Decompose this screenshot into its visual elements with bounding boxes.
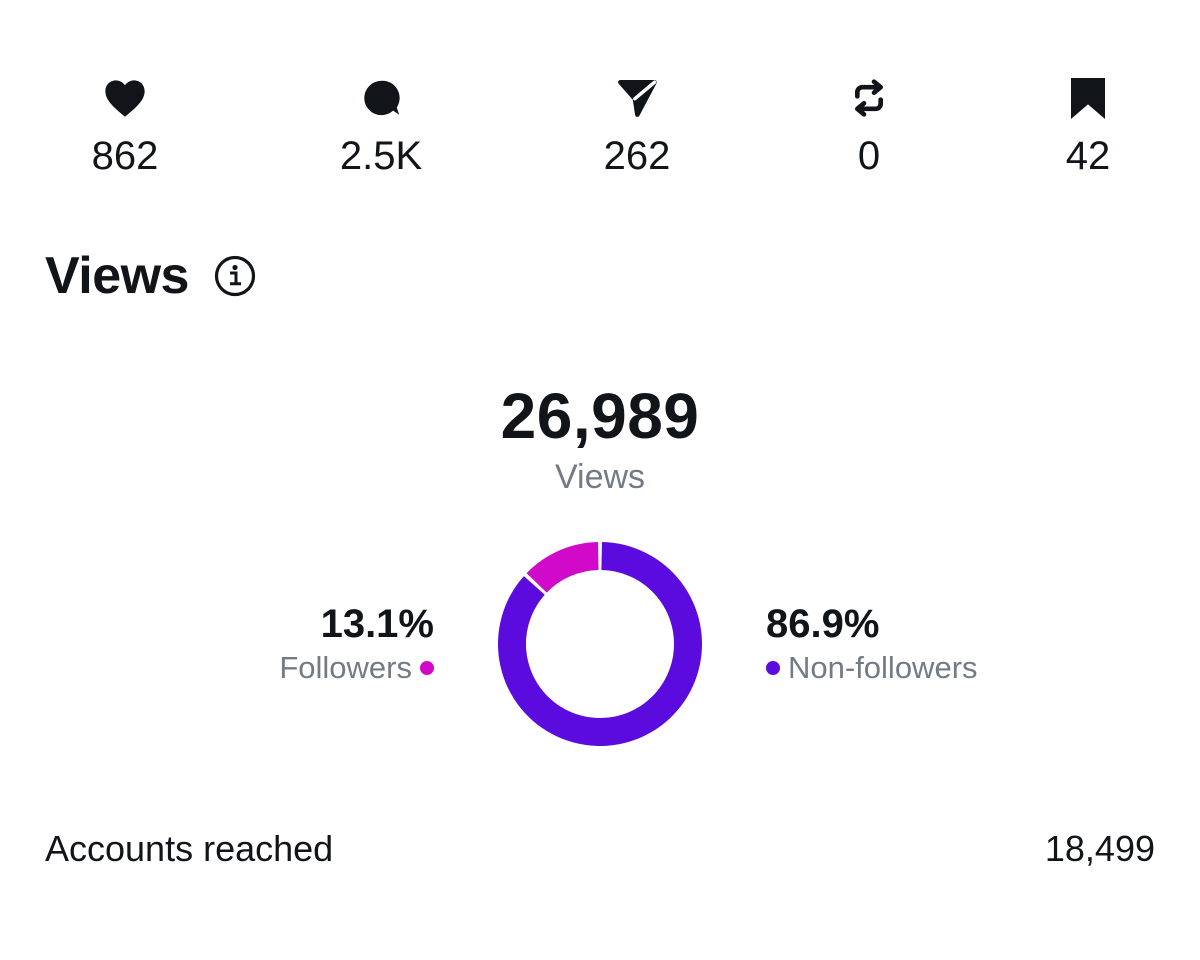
heart-icon	[101, 74, 149, 122]
engagement-stats-row: 862 2.5K 262 0	[0, 0, 1200, 200]
views-donut-chart	[498, 542, 702, 746]
views-section-header: Views	[45, 246, 257, 306]
non-followers-legend: 86.9% Non-followers	[766, 600, 978, 688]
views-total-value: 26,989	[500, 380, 700, 452]
followers-legend: 13.1% Followers	[279, 600, 434, 688]
comments-count: 2.5K	[339, 134, 423, 178]
reposts-stat: 0	[769, 74, 969, 178]
saves-count: 42	[1065, 134, 1111, 178]
send-paper-plane-icon	[613, 74, 661, 122]
followers-percentage: 13.1%	[320, 602, 434, 646]
non-followers-percentage: 86.9%	[766, 602, 880, 646]
bookmark-icon	[1064, 74, 1112, 122]
accounts-reached-label: Accounts reached	[45, 828, 334, 869]
non-followers-legend-row: Non-followers	[766, 648, 978, 688]
followers-label: Followers	[279, 650, 412, 685]
shares-count: 262	[603, 134, 671, 178]
repost-icon	[845, 74, 893, 122]
saves-stat: 42	[988, 74, 1188, 178]
followers-legend-row: Followers	[279, 648, 434, 688]
non-followers-color-dot	[766, 661, 780, 675]
reposts-count: 0	[857, 134, 881, 178]
non-followers-label: Non-followers	[788, 650, 978, 685]
comments-stat: 2.5K	[281, 74, 481, 178]
accounts-reached-value: 18,499	[1044, 828, 1155, 869]
info-icon[interactable]	[213, 254, 257, 298]
followers-slice	[526, 542, 599, 593]
accounts-reached-row: Accounts reached 18,499	[45, 826, 1155, 872]
shares-stat: 262	[537, 74, 737, 178]
comment-bubble-icon	[357, 74, 405, 122]
views-section-title: Views	[45, 247, 189, 305]
likes-count: 862	[91, 134, 159, 178]
likes-stat: 862	[25, 74, 225, 178]
views-total-label: Views	[554, 458, 646, 496]
views-total-block: 26,989 Views	[0, 380, 1200, 498]
followers-color-dot	[420, 661, 434, 675]
